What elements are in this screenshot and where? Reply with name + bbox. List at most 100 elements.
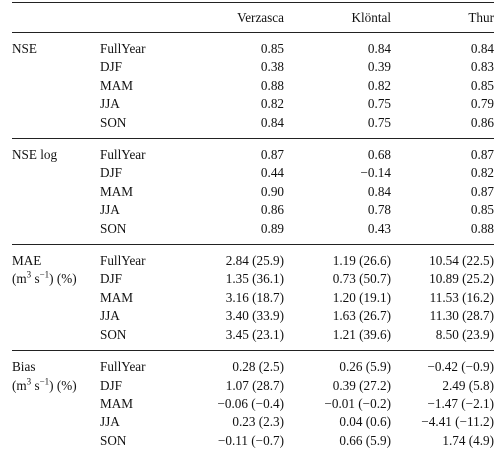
- metric-empty: [12, 95, 100, 113]
- value-cell-verzasca: 0.44: [177, 164, 284, 182]
- value-cell-kloental: 0.84: [284, 183, 391, 201]
- unit-prefix: (m: [12, 378, 27, 393]
- season-label: JJA: [100, 413, 177, 431]
- metric-empty: [12, 289, 100, 307]
- value-cell-kloental: 0.78: [284, 201, 391, 219]
- season-label: MAM: [100, 183, 177, 201]
- value-cell-verzasca: 0.28 (2.5): [177, 351, 284, 377]
- metric-empty: [12, 432, 100, 456]
- header-metric: [12, 3, 100, 33]
- value-cell-thur: −4.41 (−11.2): [391, 413, 494, 431]
- unit-superscript: −1: [40, 270, 50, 280]
- metric-label: Bias: [12, 351, 100, 377]
- header-site-thur: Thur: [391, 3, 494, 33]
- table-row: SON−0.11 (−0.7)0.66 (5.9)1.74 (4.9): [12, 432, 494, 456]
- value-cell-verzasca: 0.90: [177, 183, 284, 201]
- unit-suffix: ) (%): [49, 271, 76, 286]
- season-label: JJA: [100, 95, 177, 113]
- value-cell-kloental: 1.63 (26.7): [284, 307, 391, 325]
- value-cell-thur: 10.89 (25.2): [391, 270, 494, 288]
- value-cell-kloental: 0.75: [284, 114, 391, 139]
- season-label: DJF: [100, 270, 177, 288]
- metric-empty: [12, 307, 100, 325]
- metric-empty: [12, 58, 100, 76]
- season-label: JJA: [100, 307, 177, 325]
- value-cell-kloental: 1.21 (39.6): [284, 326, 391, 351]
- header-season: [100, 3, 177, 33]
- value-cell-thur: 0.79: [391, 95, 494, 113]
- value-cell-thur: 0.82: [391, 164, 494, 182]
- table-row: MAM−0.06 (−0.4)−0.01 (−0.2)−1.47 (−2.1): [12, 395, 494, 413]
- value-cell-verzasca: 0.38: [177, 58, 284, 76]
- value-cell-thur: 0.88: [391, 220, 494, 245]
- season-label: MAM: [100, 289, 177, 307]
- metric-empty: [12, 164, 100, 182]
- value-cell-verzasca: 3.40 (33.9): [177, 307, 284, 325]
- value-cell-kloental: 0.73 (50.7): [284, 270, 391, 288]
- value-cell-thur: 1.74 (4.9): [391, 432, 494, 456]
- value-cell-thur: −0.42 (−0.9): [391, 351, 494, 377]
- metric-empty: [12, 77, 100, 95]
- header-row: Verzasca Klöntal Thur: [12, 3, 494, 33]
- value-cell-kloental: 0.84: [284, 33, 391, 59]
- value-cell-thur: 0.84: [391, 33, 494, 59]
- metric-empty: [12, 201, 100, 219]
- season-label: FullYear: [100, 245, 177, 271]
- value-cell-thur: −1.47 (−2.1): [391, 395, 494, 413]
- value-cell-verzasca: 0.89: [177, 220, 284, 245]
- value-cell-kloental: 0.43: [284, 220, 391, 245]
- metric-label: MAE: [12, 245, 100, 271]
- metric-unit: (m3 s−1) (%): [12, 270, 100, 288]
- season-label: MAM: [100, 395, 177, 413]
- value-cell-thur: 0.86: [391, 114, 494, 139]
- value-cell-verzasca: 0.84: [177, 114, 284, 139]
- value-cell-verzasca: 0.85: [177, 33, 284, 59]
- value-cell-verzasca: 0.23 (2.3): [177, 413, 284, 431]
- season-label: SON: [100, 220, 177, 245]
- value-cell-verzasca: 0.82: [177, 95, 284, 113]
- unit-suffix: ) (%): [49, 378, 76, 393]
- value-cell-verzasca: −0.06 (−0.4): [177, 395, 284, 413]
- value-cell-kloental: −0.01 (−0.2): [284, 395, 391, 413]
- value-cell-thur: 0.83: [391, 58, 494, 76]
- header-site-kloental: Klöntal: [284, 3, 391, 33]
- metric-empty: [12, 183, 100, 201]
- value-cell-kloental: 0.26 (5.9): [284, 351, 391, 377]
- value-cell-thur: 2.49 (5.8): [391, 377, 494, 395]
- value-cell-kloental: 1.19 (26.6): [284, 245, 391, 271]
- season-label: FullYear: [100, 139, 177, 165]
- unit-middle: s: [31, 378, 39, 393]
- value-cell-verzasca: 1.07 (28.7): [177, 377, 284, 395]
- metric-empty: [12, 413, 100, 431]
- value-cell-verzasca: 3.45 (23.1): [177, 326, 284, 351]
- value-cell-kloental: 0.39 (27.2): [284, 377, 391, 395]
- value-cell-thur: 0.85: [391, 77, 494, 95]
- value-cell-kloental: 0.39: [284, 58, 391, 76]
- metric-label: NSE log: [12, 139, 100, 165]
- season-label: JJA: [100, 201, 177, 219]
- value-cell-kloental: −0.14: [284, 164, 391, 182]
- season-label: SON: [100, 326, 177, 351]
- value-cell-verzasca: 0.88: [177, 77, 284, 95]
- value-cell-thur: 0.85: [391, 201, 494, 219]
- value-cell-thur: 11.53 (16.2): [391, 289, 494, 307]
- value-cell-kloental: 0.04 (0.6): [284, 413, 391, 431]
- value-cell-kloental: 0.75: [284, 95, 391, 113]
- unit-prefix: (m: [12, 271, 27, 286]
- season-label: MAM: [100, 77, 177, 95]
- season-label: SON: [100, 432, 177, 456]
